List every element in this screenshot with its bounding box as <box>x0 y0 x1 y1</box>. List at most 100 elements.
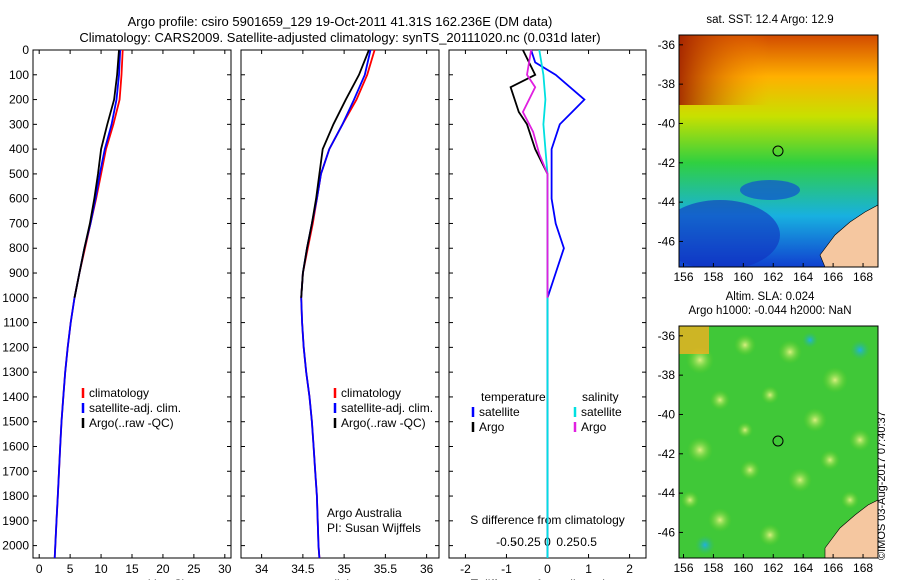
panel-frame <box>240 49 440 559</box>
legend-entry: Argo(..raw -QC) <box>341 416 426 430</box>
lat-tick-label: -40 <box>658 407 676 421</box>
sla-anomaly-blob <box>737 422 753 438</box>
legend-title-temperature: temperature <box>481 390 546 404</box>
lon-tick-label: 166 <box>823 561 843 575</box>
lon-tick-label: 156 <box>673 270 693 284</box>
y-tick-label: 300 <box>9 117 29 131</box>
lon-tick-label: 160 <box>733 561 753 575</box>
plot-title-line1: Argo profile: csiro 5901659_129 19-Oct-2… <box>127 14 553 29</box>
lat-tick-label: -42 <box>658 447 676 461</box>
y-tick-label: 0 <box>22 43 29 57</box>
y-tick-label: 500 <box>9 167 29 181</box>
sla-anomaly-blob <box>778 340 802 364</box>
map-axes-1: -36 -38 -40 -42 -44 -46 156 158 160 162 164 166 168 <box>658 38 874 284</box>
lon-tick-label: 164 <box>793 270 813 284</box>
sla-anomaly-blob <box>759 524 781 546</box>
lat-tick-label: -38 <box>658 77 676 91</box>
sla-anomaly-blob <box>695 535 715 555</box>
map-axes-2: -36 -38 -40 -42 -44 -46 156 158 160 162 164 166 168 <box>658 329 874 575</box>
lon-tick-label: 158 <box>703 561 723 575</box>
x-tick-label: 34 <box>255 562 269 576</box>
legend-entry: satellite <box>581 405 622 419</box>
x-tick-label: -1 <box>501 562 512 576</box>
x-axis-label: T difference from climatology <box>471 577 625 580</box>
x-tick-label: 1 <box>585 562 592 576</box>
y-tick-label: 2000 <box>2 539 29 553</box>
legend-entry: Argo <box>479 420 505 434</box>
x-tick-label: 0 <box>544 562 551 576</box>
lon-tick-label: 168 <box>853 561 873 575</box>
legend-entry: satellite-adj. clim. <box>89 401 181 415</box>
lon-tick-label: 166 <box>823 270 843 284</box>
lat-tick-label: -36 <box>658 38 676 52</box>
y-tick-label: 1600 <box>2 439 29 453</box>
x-tick-label: 20 <box>156 562 170 576</box>
land-shape <box>824 499 878 558</box>
sla-anomaly-blob <box>822 367 848 393</box>
sla-anomaly-blob <box>802 332 818 348</box>
series-line-2 <box>53 49 122 559</box>
argo-location-marker <box>772 145 784 157</box>
x-tick-label: 36 <box>420 562 434 576</box>
legend-entry: Argo <box>581 420 607 434</box>
sla-anomaly-blob <box>740 460 760 480</box>
x-tick-label-top: 0.5 <box>580 535 597 549</box>
profile-panel-1: 0100200300400500600700800900100011001200… <box>2 43 232 580</box>
series-line-3 <box>300 49 370 298</box>
y-tick-label: 1000 <box>2 291 29 305</box>
sla-anomaly-blob <box>761 386 779 404</box>
y-tick-label: 100 <box>9 68 29 82</box>
credit-line2: PI: Susan Wijffels <box>327 521 421 535</box>
x-tick-label: 10 <box>94 562 108 576</box>
lat-tick-label: -40 <box>658 116 676 130</box>
x-tick-label: 2 <box>626 562 633 576</box>
plot-title-line2: Climatology: CARS2009. Satellite-adjuste… <box>79 30 601 45</box>
lon-tick-label: 168 <box>853 270 873 284</box>
sla-anomaly-blob <box>788 468 812 492</box>
y-tick-label: 1300 <box>2 365 29 379</box>
y-tick-label: 1800 <box>2 489 29 503</box>
lon-tick-label: 158 <box>703 270 723 284</box>
y-tick-label: 700 <box>9 216 29 230</box>
x-tick-label: 35.5 <box>374 562 398 576</box>
legend-entry: climatology <box>89 386 149 400</box>
sla-anomaly-blob <box>850 340 870 360</box>
x-tick-label: -2 <box>460 562 471 576</box>
legend-entry: climatology <box>341 386 401 400</box>
y-tick-label: 900 <box>9 266 29 280</box>
map-axes: -36 -38 -40 -42 -44 -46 156 158 160 162 164 166 168 -… <box>658 38 874 575</box>
x-tick-label: 25 <box>187 562 201 576</box>
y-tick-label: 800 <box>9 241 29 255</box>
lon-tick-label: 160 <box>733 270 753 284</box>
credit-line1: Argo Australia <box>327 506 402 520</box>
x-tick-label: 5 <box>67 562 74 576</box>
y-tick-label: 1500 <box>2 415 29 429</box>
sla-anomaly-blob <box>734 334 756 356</box>
legend-entry: Argo(..raw -QC) <box>89 416 174 430</box>
x-tick-label-top: -0.5 <box>496 535 517 549</box>
y-tick-label: 200 <box>9 93 29 107</box>
series-line-2 <box>300 49 372 559</box>
panel-frame <box>32 49 232 559</box>
series-line-3 <box>73 49 120 298</box>
y-tick-label: 600 <box>9 192 29 206</box>
x-tick-label-top: 0.25 <box>556 535 580 549</box>
sla-anomaly-blob <box>710 390 730 410</box>
lon-tick-label: 162 <box>763 270 783 284</box>
legend-entry: satellite-adj. clim. <box>341 401 433 415</box>
lat-tick-label: -38 <box>658 368 676 382</box>
x-tick-label: 34.5 <box>291 562 315 576</box>
profile-panel-2: 34 34.5 35 35.5 36 salinity climatologysatelli… <box>240 49 440 580</box>
profile-panels: 0100200300400500600700800900100011001200… <box>2 43 647 580</box>
sst-map-title: sat. SST: 12.4 Argo: 12.9 <box>706 14 834 26</box>
sla-map <box>679 326 878 558</box>
x-tick-label: 0 <box>36 562 43 576</box>
legend-title-salinity: salinity <box>582 390 619 404</box>
lat-tick-label: -44 <box>658 195 676 209</box>
lat-tick-label: -36 <box>658 329 676 343</box>
y-tick-label: 400 <box>9 142 29 156</box>
lat-tick-label: -46 <box>658 234 676 248</box>
land-shape <box>819 204 878 267</box>
sla-anomaly-blob <box>841 491 859 509</box>
